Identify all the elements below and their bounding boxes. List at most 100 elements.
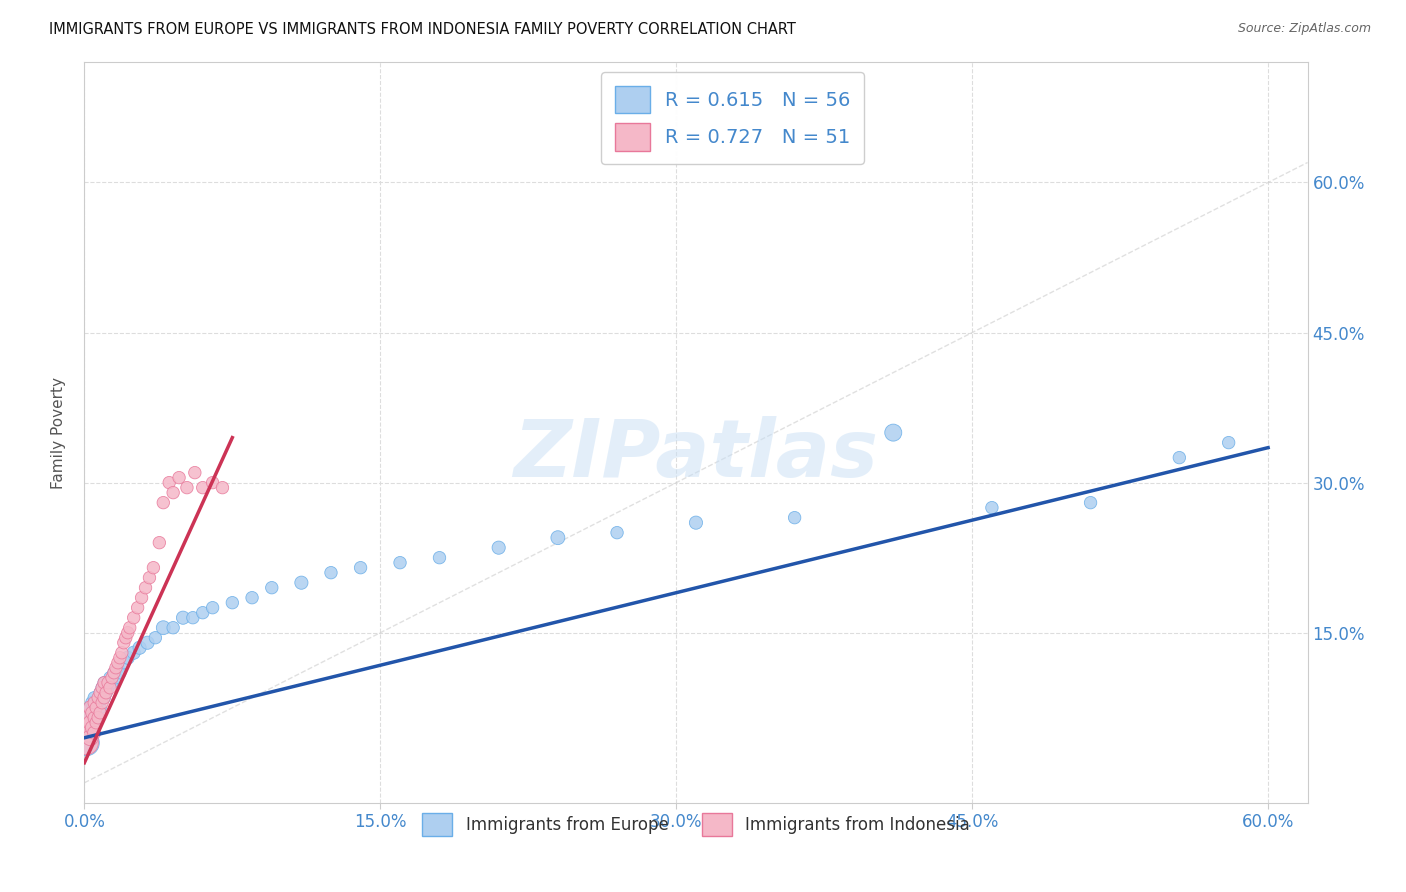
Point	[77, 711, 100, 725]
Point	[882, 425, 904, 440]
Point	[98, 671, 121, 685]
Point	[112, 656, 135, 670]
Point	[87, 711, 110, 725]
Point	[108, 650, 131, 665]
Point	[606, 525, 628, 540]
Point	[101, 675, 124, 690]
Point	[84, 700, 107, 714]
Text: ZIPatlas: ZIPatlas	[513, 416, 879, 494]
Point	[1080, 496, 1102, 510]
Point	[167, 470, 190, 484]
Point	[79, 731, 101, 745]
Point	[122, 646, 145, 660]
Point	[107, 656, 129, 670]
Point	[79, 700, 101, 714]
Point	[89, 700, 111, 714]
Point	[82, 706, 104, 720]
Point	[240, 591, 263, 605]
Point	[112, 636, 135, 650]
Point	[83, 706, 105, 720]
Point	[91, 681, 114, 695]
Point	[77, 725, 100, 739]
Point	[82, 721, 104, 735]
Point	[107, 661, 129, 675]
Point	[93, 690, 115, 705]
Point	[389, 556, 412, 570]
Point	[128, 640, 150, 655]
Point	[89, 686, 111, 700]
Point	[77, 721, 100, 735]
Point	[157, 475, 180, 490]
Point	[783, 510, 806, 524]
Point	[87, 711, 110, 725]
Point	[152, 496, 174, 510]
Point	[75, 736, 97, 750]
Point	[79, 715, 101, 730]
Point	[547, 531, 569, 545]
Point	[84, 715, 107, 730]
Point	[211, 481, 233, 495]
Point	[83, 696, 105, 710]
Point	[152, 621, 174, 635]
Point	[1168, 450, 1191, 465]
Point	[162, 621, 184, 635]
Point	[349, 560, 371, 574]
Point	[136, 636, 159, 650]
Point	[488, 541, 510, 555]
Point	[93, 675, 115, 690]
Point	[127, 600, 149, 615]
Text: IMMIGRANTS FROM EUROPE VS IMMIGRANTS FROM INDONESIA FAMILY POVERTY CORRELATION C: IMMIGRANTS FROM EUROPE VS IMMIGRANTS FRO…	[49, 22, 796, 37]
Point	[94, 686, 117, 700]
Point	[148, 535, 170, 549]
Point	[117, 625, 139, 640]
Point	[290, 575, 312, 590]
Point	[103, 665, 125, 680]
Point	[111, 646, 134, 660]
Point	[98, 681, 121, 695]
Point	[142, 560, 165, 574]
Point	[685, 516, 707, 530]
Point	[89, 686, 111, 700]
Point	[82, 696, 104, 710]
Point	[221, 596, 243, 610]
Point	[103, 665, 125, 680]
Point	[104, 661, 127, 675]
Point	[84, 700, 107, 714]
Point	[104, 671, 127, 685]
Y-axis label: Family Poverty: Family Poverty	[51, 376, 66, 489]
Point	[91, 681, 114, 695]
Point	[1218, 435, 1240, 450]
Point	[84, 715, 107, 730]
Point	[91, 696, 114, 710]
Point	[176, 481, 198, 495]
Point	[118, 621, 141, 635]
Point	[83, 690, 105, 705]
Point	[184, 466, 207, 480]
Point	[83, 725, 105, 739]
Point	[87, 690, 110, 705]
Point	[75, 736, 97, 750]
Point	[117, 650, 139, 665]
Text: Source: ZipAtlas.com: Source: ZipAtlas.com	[1237, 22, 1371, 36]
Point	[94, 686, 117, 700]
Point	[108, 665, 131, 680]
Point	[135, 581, 157, 595]
Point	[77, 706, 100, 720]
Point	[83, 711, 105, 725]
Point	[181, 610, 204, 624]
Legend: Immigrants from Europe, Immigrants from Indonesia: Immigrants from Europe, Immigrants from …	[412, 803, 980, 847]
Point	[429, 550, 451, 565]
Point	[79, 700, 101, 714]
Point	[97, 681, 120, 695]
Point	[131, 591, 153, 605]
Point	[122, 610, 145, 624]
Point	[93, 675, 115, 690]
Point	[172, 610, 194, 624]
Point	[145, 631, 167, 645]
Point	[201, 600, 224, 615]
Point	[87, 696, 110, 710]
Point	[260, 581, 283, 595]
Point	[79, 715, 101, 730]
Point	[93, 690, 115, 705]
Point	[162, 485, 184, 500]
